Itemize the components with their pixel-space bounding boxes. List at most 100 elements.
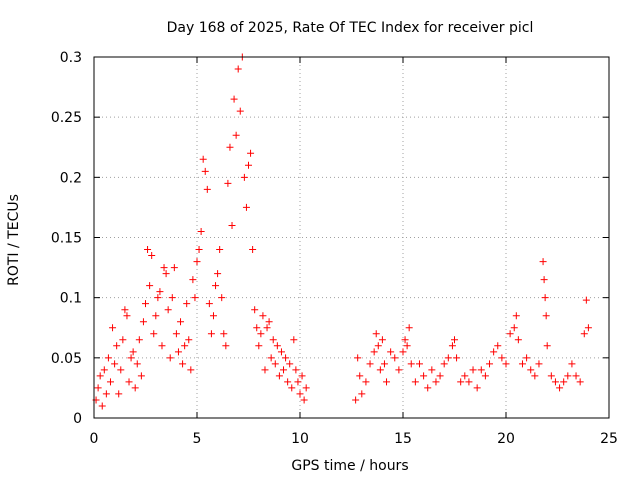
data-point xyxy=(280,366,288,374)
data-point xyxy=(271,360,279,368)
x-tick-label: 0 xyxy=(90,431,99,447)
data-point xyxy=(212,282,220,290)
data-point xyxy=(144,246,152,254)
data-point xyxy=(242,203,250,211)
data-point xyxy=(102,390,110,398)
data-point xyxy=(150,330,158,338)
data-point xyxy=(187,366,195,374)
data-point xyxy=(378,336,386,344)
x-tick-label: 20 xyxy=(497,431,515,447)
data-point xyxy=(115,390,123,398)
data-point xyxy=(148,252,156,260)
data-point xyxy=(444,354,452,362)
data-point xyxy=(542,312,550,320)
data-point xyxy=(286,360,294,368)
data-point xyxy=(298,372,306,380)
data-point xyxy=(395,366,403,374)
data-point xyxy=(181,342,189,350)
y-tick-label: 0.1 xyxy=(60,291,82,307)
data-point xyxy=(453,354,461,362)
data-point xyxy=(498,354,506,362)
x-tick-labels: 0 5 10 15 20 25 xyxy=(90,431,618,447)
data-point xyxy=(228,221,236,229)
data-point xyxy=(133,360,141,368)
data-point xyxy=(564,372,572,380)
data-point xyxy=(154,294,162,302)
data-point xyxy=(380,360,388,368)
data-point xyxy=(195,246,203,254)
data-point xyxy=(257,330,265,338)
data-point xyxy=(123,312,131,320)
data-point xyxy=(420,372,428,380)
data-point xyxy=(166,354,174,362)
y-tick-label: 0.25 xyxy=(51,110,82,126)
data-point xyxy=(179,360,187,368)
y-tick-label: 0.15 xyxy=(51,231,82,247)
data-point xyxy=(191,294,199,302)
y-tick-label: 0.05 xyxy=(51,351,82,367)
data-point xyxy=(527,366,535,374)
data-point xyxy=(197,227,205,235)
data-point xyxy=(352,396,360,404)
data-point xyxy=(164,306,172,314)
x-tick-label: 25 xyxy=(600,431,618,447)
y-tick-label: 0 xyxy=(73,411,82,427)
data-point xyxy=(372,330,380,338)
data-point xyxy=(584,324,592,332)
data-point xyxy=(142,300,149,308)
data-point xyxy=(547,372,555,380)
data-point xyxy=(177,318,185,326)
data-point xyxy=(502,360,510,368)
data-point xyxy=(469,366,477,374)
data-point xyxy=(137,372,145,380)
data-point xyxy=(399,348,407,356)
data-point xyxy=(265,318,273,326)
x-tick-label: 15 xyxy=(394,431,412,447)
data-point xyxy=(249,246,257,254)
data-point xyxy=(259,312,267,320)
data-point xyxy=(300,396,308,404)
data-point xyxy=(255,342,263,350)
data-point xyxy=(391,354,399,362)
data-point xyxy=(374,342,382,350)
data-point xyxy=(580,330,588,338)
data-point xyxy=(354,354,362,362)
data-point xyxy=(247,149,255,157)
data-point xyxy=(220,330,228,338)
data-point xyxy=(448,342,456,350)
data-point xyxy=(473,384,481,392)
data-point xyxy=(121,306,129,314)
data-point xyxy=(273,342,281,350)
data-point xyxy=(440,360,448,368)
data-point xyxy=(481,372,489,380)
data-point xyxy=(415,360,423,368)
data-point xyxy=(183,300,191,308)
data-point xyxy=(240,173,248,181)
data-point xyxy=(531,372,539,380)
y-tick-label: 0.3 xyxy=(60,50,82,66)
data-point xyxy=(551,378,559,386)
data-point xyxy=(370,348,378,356)
data-point xyxy=(226,143,234,151)
data-point xyxy=(253,324,261,332)
data-point xyxy=(152,312,160,320)
data-point xyxy=(245,161,252,169)
data-point xyxy=(510,324,518,332)
data-point xyxy=(576,378,584,386)
data-point xyxy=(216,246,224,254)
data-point xyxy=(251,306,259,314)
data-point xyxy=(582,296,590,304)
data-point xyxy=(282,354,290,362)
data-point xyxy=(119,336,127,344)
data-point xyxy=(401,336,409,344)
data-point xyxy=(514,336,522,344)
data-point xyxy=(362,378,370,386)
data-point xyxy=(424,384,432,392)
data-point xyxy=(156,288,164,296)
data-point xyxy=(477,366,485,374)
data-point xyxy=(535,360,543,368)
data-point xyxy=(162,270,170,278)
data-point xyxy=(146,282,154,290)
data-point xyxy=(294,378,302,386)
data-point xyxy=(428,366,436,374)
